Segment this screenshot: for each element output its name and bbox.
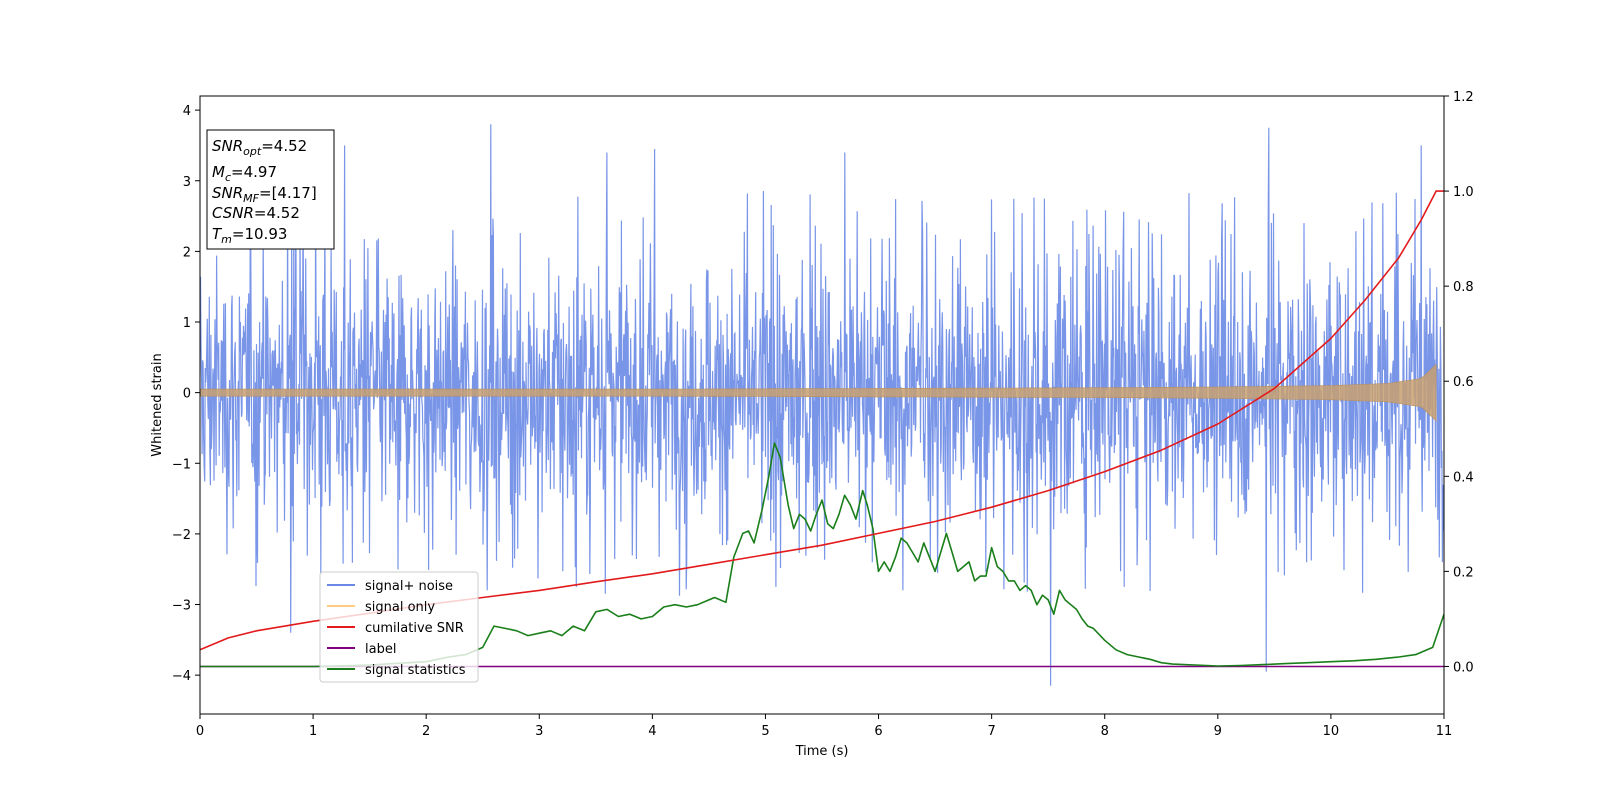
legend: signal+ noise signal only cumilative SNR… (319, 571, 479, 683)
x-tick-label: 9 (1214, 724, 1222, 739)
legend-entry-csnr: cumilative SNR (327, 621, 464, 636)
y2-tick-label: 0.4 (1453, 470, 1474, 485)
info-box: SNRopt=4.52 Mc=4.97 SNRMF=[4.17] CSNR=4.… (206, 129, 335, 250)
info-csnr: CSNR=4.52 (212, 204, 300, 222)
legend-label-stats: signal statistics (365, 663, 466, 678)
y-tick-label: −1 (172, 457, 191, 472)
x-tick-label: 5 (761, 724, 769, 739)
series-noise-line (200, 124, 1444, 686)
y-tick-label: 0 (183, 387, 191, 402)
x-tick-label: 10 (1323, 724, 1340, 739)
legend-entry-signal: signal only (327, 600, 435, 615)
y-tick-label: −2 (172, 528, 191, 543)
x-tick-label: 8 (1101, 724, 1109, 739)
x-tick-label: 11 (1436, 724, 1453, 739)
y2-tick-label: 1.0 (1453, 185, 1474, 200)
x-axis: 0 1 2 3 4 5 6 7 8 9 10 11 (196, 714, 1452, 739)
legend-entry-noise: signal+ noise (327, 579, 453, 594)
y-tick-label: 4 (183, 104, 191, 119)
x-tick-label: 2 (422, 724, 430, 739)
y-tick-label: −4 (172, 669, 191, 684)
y-tick-label: 1 (183, 316, 191, 331)
info-snr-opt: SNRopt=4.52 (212, 137, 307, 158)
y2-tick-label: 0.6 (1453, 375, 1474, 390)
y2-tick-label: 0.0 (1453, 660, 1474, 675)
x-tick-label: 7 (987, 724, 995, 739)
y-tick-label: 3 (183, 175, 191, 190)
info-mc: Mc=4.97 (212, 163, 277, 184)
x-tick-label: 1 (309, 724, 317, 739)
y-axis-left: −4 −3 −2 −1 0 1 2 3 4 (172, 104, 200, 684)
series-stats-line (200, 442, 1444, 668)
legend-label-signal: signal only (365, 600, 435, 615)
legend-entry-label: label (327, 642, 396, 657)
y2-tick-label: 0.8 (1453, 280, 1474, 295)
info-box-frame (206, 129, 335, 250)
x-tick-label: 4 (648, 724, 656, 739)
plot-frame (199, 95, 1445, 715)
y-tick-label: −3 (172, 599, 191, 614)
info-tm: Tm=10.93 (212, 225, 287, 246)
legend-label-csnr: cumilative SNR (365, 621, 464, 636)
x-tick-label: 6 (874, 724, 882, 739)
info-snr-mf: SNRMF=[4.17] (212, 184, 317, 205)
legend-label-label: label (365, 642, 396, 657)
x-axis-label: Time (s) (795, 744, 849, 759)
y2-tick-label: 0.2 (1453, 565, 1474, 580)
legend-frame (319, 571, 479, 683)
series-signal-band (200, 363, 1437, 422)
y-axis-right: 0.0 0.2 0.4 0.6 0.8 1.0 1.2 (1444, 90, 1474, 675)
legend-entry-stats: signal statistics (327, 663, 466, 678)
x-tick-label: 0 (196, 724, 204, 739)
legend-label-noise: signal+ noise (365, 579, 453, 594)
y2-tick-label: 1.2 (1453, 90, 1474, 105)
y-tick-label: 2 (183, 245, 191, 260)
y-axis-label: Whitened strain (150, 353, 165, 456)
x-tick-label: 3 (535, 724, 543, 739)
